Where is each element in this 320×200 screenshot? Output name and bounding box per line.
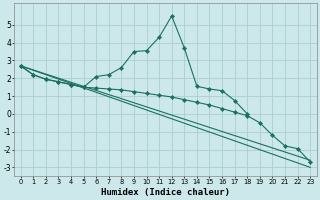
X-axis label: Humidex (Indice chaleur): Humidex (Indice chaleur) bbox=[101, 188, 230, 197]
